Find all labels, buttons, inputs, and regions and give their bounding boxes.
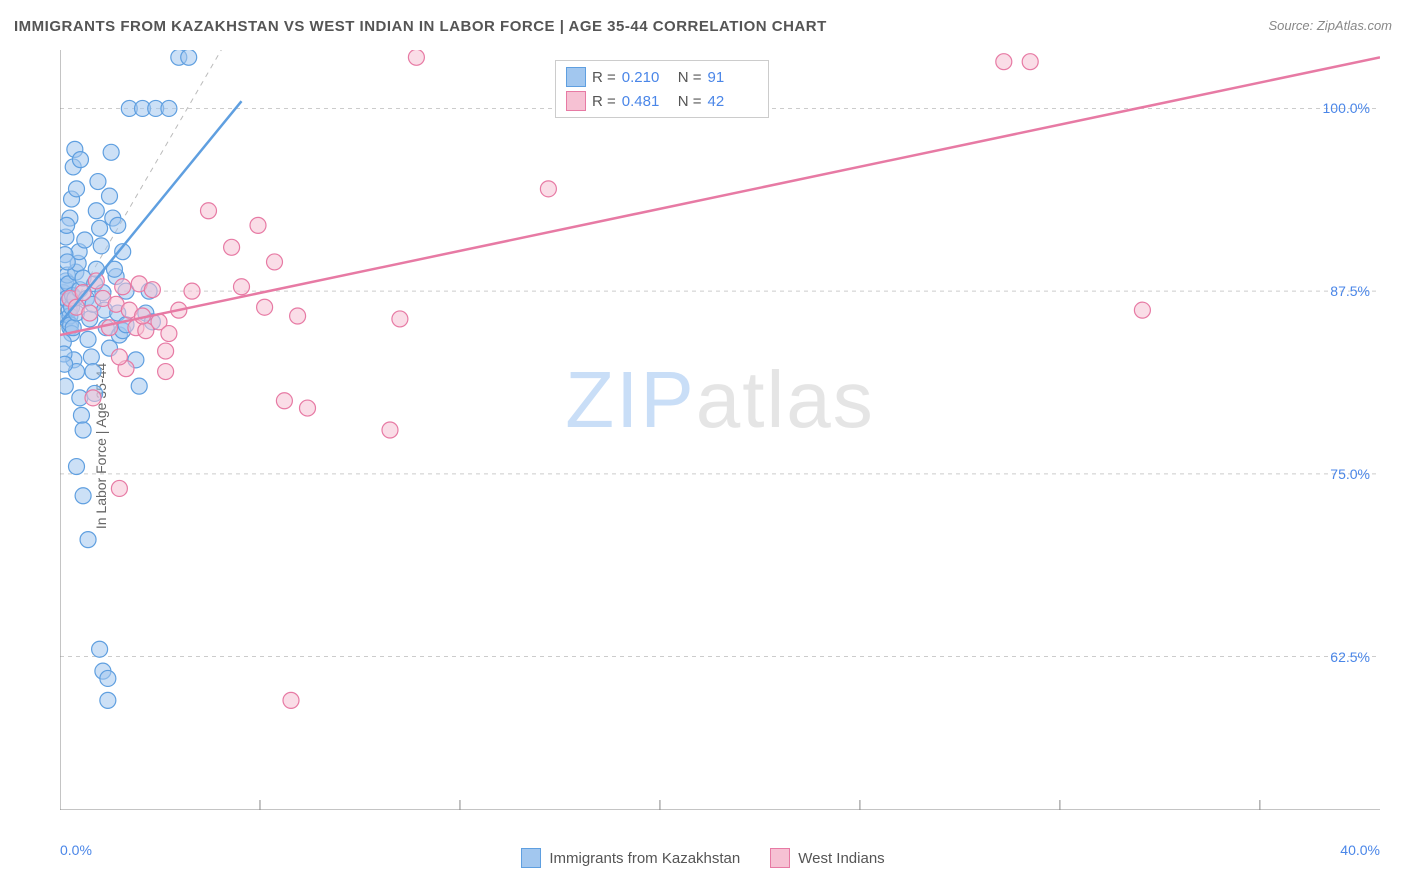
source-label: Source: ZipAtlas.com (1268, 18, 1392, 33)
y-tick-label: 62.5% (1330, 649, 1370, 665)
legend-swatch (566, 91, 586, 111)
legend-r-value: 0.210 (622, 69, 672, 86)
legend-r-label: R = (592, 93, 616, 110)
legend-bottom-item: Immigrants from Kazakhstan (521, 848, 740, 868)
y-tick-label: 87.5% (1330, 283, 1370, 299)
legend-n-label: N = (678, 93, 702, 110)
legend-bottom-item: West Indians (770, 848, 884, 868)
scatter-svg (60, 50, 1380, 810)
y-tick-label: 100.0% (1323, 100, 1370, 116)
legend-swatch (521, 848, 541, 868)
legend-n-value: 91 (708, 69, 758, 86)
legend-label: West Indians (798, 850, 884, 867)
legend-bottom: Immigrants from Kazakhstan West Indians (0, 848, 1406, 868)
title-bar: IMMIGRANTS FROM KAZAKHSTAN VS WEST INDIA… (14, 18, 1392, 42)
legend-top: R = 0.210 N = 91 R = 0.481 N = 42 (555, 60, 769, 118)
legend-top-row: R = 0.210 N = 91 (566, 65, 758, 89)
legend-r-label: R = (592, 69, 616, 86)
plot-area: 62.5%75.0%87.5%100.0% ZIPatlas (60, 50, 1380, 810)
legend-label: Immigrants from Kazakhstan (549, 850, 740, 867)
y-tick-label: 75.0% (1330, 466, 1370, 482)
legend-top-row: R = 0.481 N = 42 (566, 89, 758, 113)
legend-n-label: N = (678, 69, 702, 86)
legend-r-value: 0.481 (622, 93, 672, 110)
legend-n-value: 42 (708, 93, 758, 110)
chart-container: IMMIGRANTS FROM KAZAKHSTAN VS WEST INDIA… (0, 0, 1406, 892)
legend-swatch (566, 67, 586, 87)
legend-swatch (770, 848, 790, 868)
chart-title: IMMIGRANTS FROM KAZAKHSTAN VS WEST INDIA… (14, 18, 827, 35)
